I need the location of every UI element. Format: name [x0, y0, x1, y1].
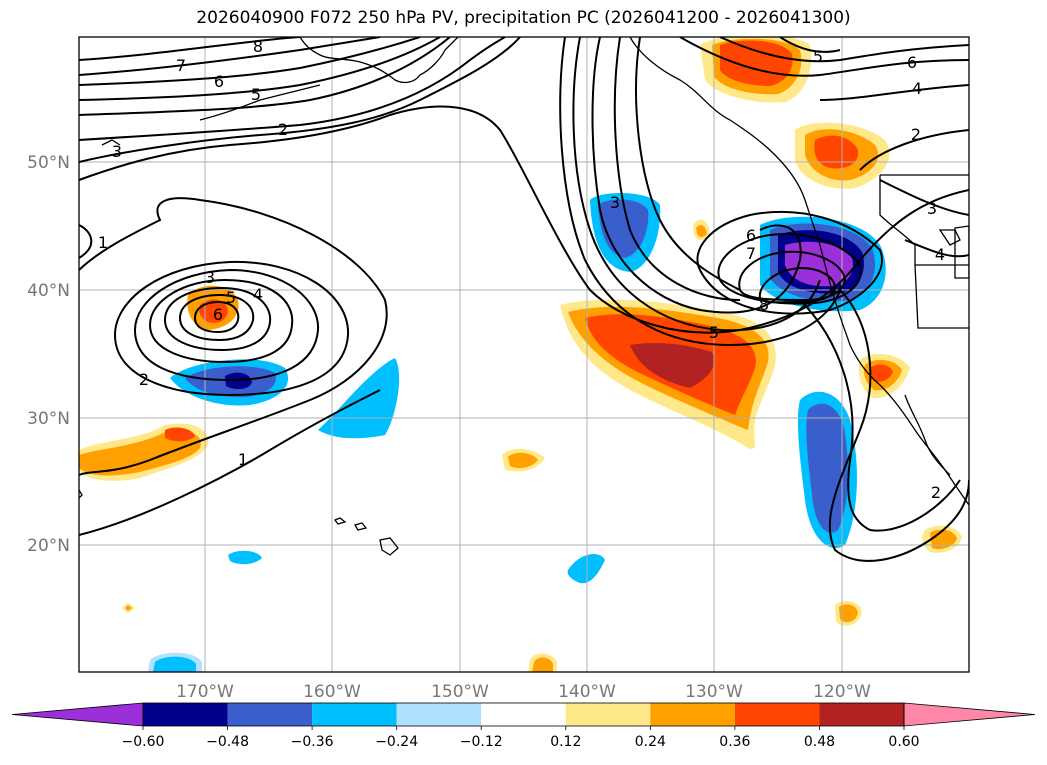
lon-label-160w: 160°W	[303, 682, 361, 702]
latitude-labels: 50°N 40°N 30°N 20°N	[27, 153, 70, 556]
pv-label-3-east: 3	[927, 199, 937, 218]
map-panel	[79, 37, 969, 672]
colorbar-tick-label: −0.24	[375, 734, 418, 750]
pv-label-3-cyclone: 3	[205, 268, 215, 287]
pv-contour-labels: 8 7 6 5 2 3 1 3 5 4 6 2 1 3 6 7 8 5 5 6 …	[98, 37, 945, 502]
pv-label-1-west: 1	[98, 233, 108, 252]
colorbar-extend-high	[903, 702, 1036, 727]
pv-label-2-east: 2	[931, 483, 941, 502]
pv-label-6-trough: 6	[746, 226, 756, 245]
pv-label-2-nw: 2	[278, 120, 288, 139]
lat-label-30n: 30°N	[27, 409, 70, 429]
pv-label-6-nw: 6	[214, 72, 224, 91]
pv-label-5-ne: 5	[813, 47, 823, 66]
pv-label-8-north: 8	[253, 37, 263, 56]
colorbar-segment	[396, 703, 482, 726]
graticule	[79, 37, 969, 672]
colorbar-frame	[142, 702, 905, 727]
colorbar-tick-label: 0.24	[635, 734, 666, 750]
pv-contours	[79, 37, 969, 562]
lon-label-140w: 140°W	[558, 682, 616, 702]
colorbar-tick-label: −0.36	[291, 734, 334, 750]
lat-label-50n: 50°N	[27, 153, 70, 173]
pv-label-2-ne: 2	[911, 125, 921, 144]
pv-label-5-nw: 5	[251, 85, 261, 104]
pv-label-3-west: 3	[112, 142, 122, 161]
pv-label-4-ne: 4	[912, 79, 922, 98]
colorbar-segment	[312, 703, 397, 726]
lon-label-120w: 120°W	[813, 682, 871, 702]
colorbar-segment	[565, 703, 651, 726]
colorbar: −0.60 −0.48 −0.36 −0.24 −0.12 0.12 0.24 0.36 0.4…	[11, 702, 1036, 750]
pv-label-3-trough: 3	[610, 193, 620, 212]
lat-label-20n: 20°N	[27, 536, 70, 556]
colorbar-extend-low	[11, 702, 144, 727]
pv-label-4-east: 4	[935, 245, 945, 264]
pv-label-8-trough: 8	[759, 295, 769, 314]
colorbar-segment	[143, 703, 228, 726]
lat-label-40n: 40°N	[27, 281, 70, 301]
colorbar-tick-label: 0.36	[719, 734, 750, 750]
colorbar-tick-label: −0.60	[122, 734, 165, 750]
pv-label-4-cyclone: 4	[253, 285, 263, 304]
colorbar-tick-label: −0.48	[206, 734, 249, 750]
pv-label-5-cyclone: 5	[226, 288, 236, 307]
colorbar-segment	[734, 703, 820, 726]
colorbar-tick-label: 0.12	[550, 734, 581, 750]
colorbar-segment	[227, 703, 313, 726]
colorbar-segment	[481, 703, 566, 726]
colorbar-tick-label: −0.12	[460, 734, 503, 750]
pv-label-5-trough: 5	[709, 323, 719, 342]
pv-label-1-south: 1	[238, 450, 248, 469]
pv-label-6-cyclone: 6	[213, 305, 223, 324]
colorbar-segment	[650, 703, 735, 726]
lon-label-170w: 170°W	[176, 682, 234, 702]
map-border	[78, 36, 970, 673]
pv-label-7-nw: 7	[176, 56, 186, 75]
lon-label-150w: 150°W	[431, 682, 489, 702]
pv-label-7-trough: 7	[746, 244, 756, 263]
pv-label-6-ne: 6	[907, 53, 917, 72]
longitude-labels: 170°W 160°W 150°W 140°W 130°W 120°W	[176, 682, 871, 702]
colorbar-tick-label: 0.60	[888, 734, 919, 750]
lon-label-130w: 130°W	[685, 682, 743, 702]
map-title: 2026040900 F072 250 hPa PV, precipitatio…	[196, 8, 851, 28]
colorbar-segment	[819, 703, 904, 726]
pv-label-2-cyclone: 2	[139, 370, 149, 389]
coastlines	[79, 37, 969, 556]
colorbar-tick-label: 0.48	[804, 734, 835, 750]
